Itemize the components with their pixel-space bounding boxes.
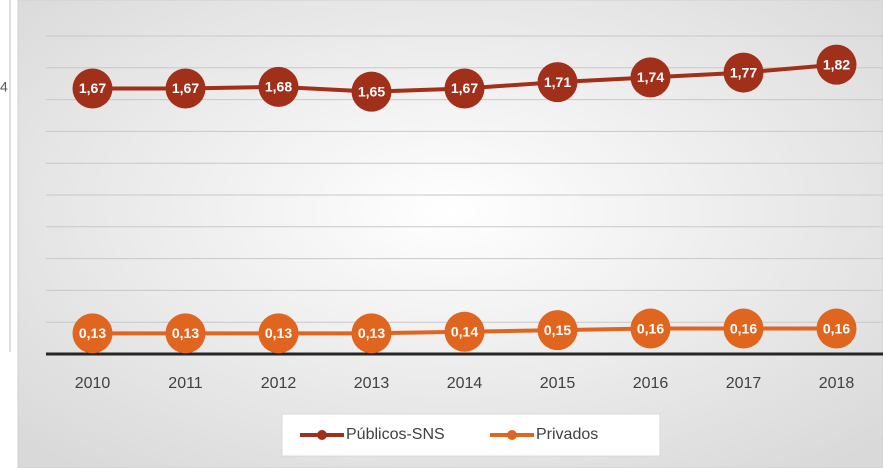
data-point [444,311,485,352]
data-point [258,313,299,354]
x-tick-label: 2011 [168,375,203,392]
data-label: 0,13 [172,325,199,341]
data-label: 1,67 [451,80,478,96]
data-point [351,71,392,112]
data-label: 1,74 [637,69,664,85]
data-point [723,308,764,349]
data-label: 0,13 [358,325,385,341]
x-tick-label: 2017 [726,375,762,392]
data-label: 1,65 [358,83,385,99]
data-point [537,310,578,351]
x-tick-label: 2014 [447,375,483,392]
data-point [630,57,671,98]
legend-box [281,413,661,457]
side-fragment: 4 [0,79,8,95]
data-label: 0,16 [730,320,757,336]
legend-marker [507,430,517,440]
data-point [72,313,113,354]
x-tick-label: 2016 [633,375,669,392]
data-label: 1,68 [265,79,292,95]
data-point [165,68,206,109]
data-label: 1,77 [730,64,757,80]
data-label: 0,13 [79,325,106,341]
data-label: 0,14 [451,323,478,339]
data-point [816,308,857,349]
data-point [816,44,857,85]
x-tick-label: 2015 [540,375,576,392]
legend-marker [317,430,327,440]
data-point [258,66,299,107]
data-label: 0,16 [637,320,664,336]
legend-label: Privados [536,426,598,443]
data-label: 1,67 [172,80,199,96]
data-point [351,313,392,354]
x-tick-label: 2018 [819,375,855,392]
data-point [444,68,485,109]
data-label: 1,71 [544,74,571,90]
x-tick-label: 2013 [354,375,390,392]
data-label: 1,67 [79,80,106,96]
x-tick-label: 2012 [261,375,297,392]
data-point [72,68,113,109]
data-point [165,313,206,354]
data-label: 1,82 [823,56,850,72]
x-tick-label: 2010 [75,375,111,392]
data-point [537,62,578,103]
data-label: 0,13 [265,325,292,341]
data-point [723,52,764,93]
data-label: 0,15 [544,322,571,338]
data-label: 0,16 [823,320,850,336]
legend-label: Públicos-SNS [346,426,445,443]
data-point [630,308,671,349]
